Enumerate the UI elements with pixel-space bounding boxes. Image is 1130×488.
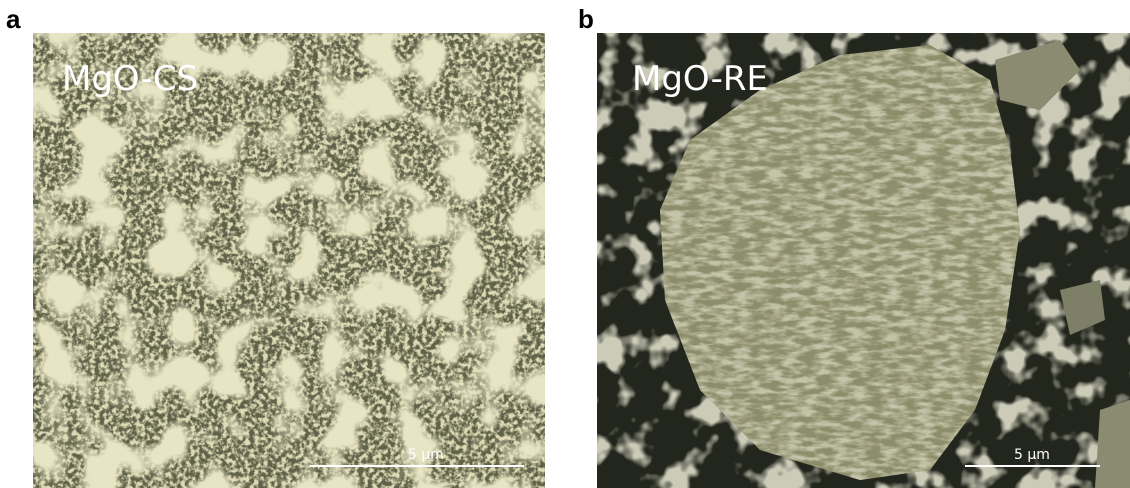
panel-label: a — [6, 4, 21, 34]
micrograph-a — [33, 33, 545, 488]
scale-bar-label: 5 µm — [408, 447, 444, 463]
panel-label: b — [578, 4, 594, 34]
panel-title: MgO-RE — [632, 59, 768, 99]
figure: a MgO-CS 5 µm b MgO-RE 5 µm — [0, 0, 1130, 488]
scale-bar-label: 5 µm — [1014, 447, 1050, 463]
panel-title: MgO-CS — [62, 59, 198, 99]
micrograph-b — [597, 33, 1130, 488]
